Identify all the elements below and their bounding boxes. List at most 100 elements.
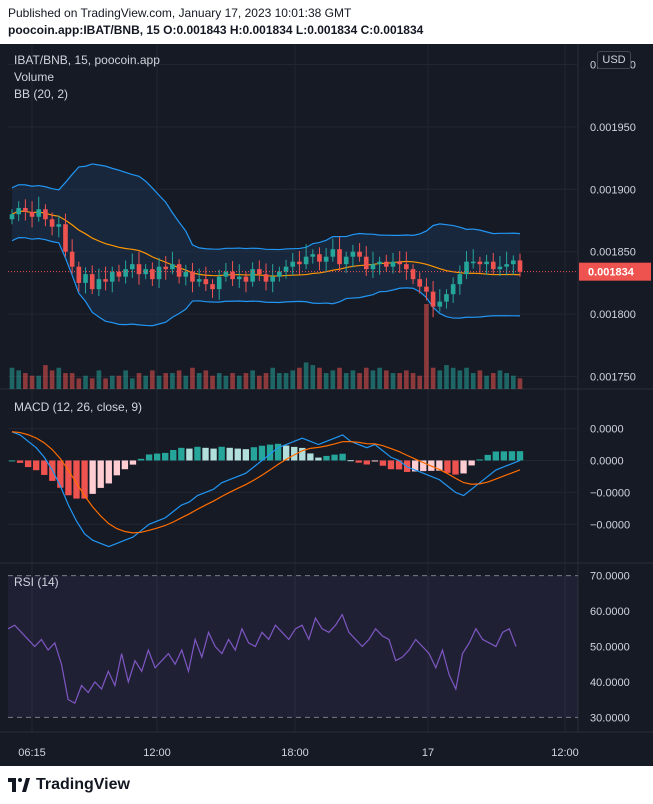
candle-body — [470, 261, 476, 264]
published-line: Published on TradingView.com, January 17… — [8, 6, 352, 20]
legend-symbol: IBAT/BNB, 15, poocoin.app — [14, 53, 160, 67]
volume-bar — [109, 375, 115, 389]
volume-bar — [9, 367, 15, 389]
macd-histogram-bar — [460, 460, 467, 474]
volume-bar — [76, 378, 82, 389]
volume-bar — [223, 375, 229, 389]
legend-rsi: RSI (14) — [14, 575, 59, 589]
candle-body — [89, 274, 95, 290]
candle-body — [210, 284, 215, 290]
candle-body — [484, 261, 489, 265]
volume-bar — [143, 375, 148, 389]
volume-bar — [23, 373, 28, 389]
macd-histogram-bar — [508, 451, 516, 461]
rsi-line — [7, 613, 517, 705]
macd-histogram-bar — [250, 447, 258, 461]
volume-bar — [517, 378, 523, 389]
volume-bar — [417, 375, 423, 389]
candle-body — [477, 261, 483, 265]
candle-body — [430, 291, 436, 307]
candle-body — [236, 276, 242, 280]
chart-svg[interactable]: 0.0020000.0019500.0019000.0018500.001800… — [0, 44, 653, 766]
macd-histogram-bar — [436, 460, 443, 471]
candle-body — [257, 269, 262, 275]
volume-bar — [323, 373, 329, 389]
volume-bar — [404, 370, 409, 389]
volume-bar — [290, 370, 296, 389]
candle-body — [457, 274, 463, 285]
volume-bar — [96, 370, 102, 389]
candle-body — [163, 266, 169, 270]
macd-histogram-bar — [331, 454, 338, 461]
candle-body — [497, 266, 503, 270]
legend-bb: BB (20, 2) — [14, 87, 69, 101]
volume-bar — [243, 373, 249, 389]
macd-histogram-bar — [315, 457, 322, 461]
tradingview-logo-icon — [8, 778, 30, 792]
published-header: Published on TradingView.com, January 17… — [0, 0, 653, 44]
macd-histogram-bar — [113, 460, 121, 476]
macd-histogram-bar — [57, 460, 64, 488]
candle-body — [9, 214, 15, 220]
chart-area[interactable]: 0.0020000.0019500.0019000.0018500.001800… — [0, 44, 653, 766]
currency-button[interactable]: USD — [597, 51, 631, 69]
volume-bar — [257, 375, 262, 389]
candle-body — [203, 279, 209, 285]
volume-bar — [43, 365, 48, 389]
candle-body — [277, 271, 282, 277]
candle-body — [330, 249, 336, 257]
macd-histogram-bar — [420, 460, 427, 472]
candle-body — [150, 269, 155, 280]
bollinger-band-fill — [12, 163, 520, 326]
ohlc-line: poocoin.app:IBAT/BNB, 15 O:0.001843 H:0.… — [8, 23, 423, 37]
candle-body — [310, 254, 316, 257]
candle-body — [390, 261, 396, 267]
candle-body — [83, 274, 88, 283]
macd-histogram-bar — [97, 460, 104, 488]
tradingview-logo[interactable]: TradingView — [8, 776, 130, 794]
candle-body — [437, 301, 443, 307]
symbol-line: poocoin.app:IBAT/BNB, 15 — [8, 23, 160, 37]
macd-histogram-bar — [73, 460, 80, 499]
macd-histogram-bar — [242, 449, 250, 461]
volume-bar — [230, 373, 235, 389]
candle-body — [397, 261, 402, 265]
volume-bar — [283, 373, 289, 389]
volume-bar — [397, 373, 402, 389]
volume-bar — [450, 367, 456, 389]
time-tick-label: 18:00 — [281, 747, 309, 759]
candle-body — [216, 276, 222, 290]
last-price-label: 0.001834 — [588, 267, 635, 279]
candle-body — [49, 219, 55, 227]
volume-bar — [170, 373, 175, 389]
macd-histogram-bar — [387, 460, 395, 470]
volume-bar — [203, 370, 209, 389]
candle-body — [370, 264, 376, 270]
footer: TradingView — [0, 766, 653, 804]
candle-body — [230, 271, 235, 280]
candle-body — [143, 269, 148, 275]
volume-bar — [343, 373, 349, 389]
volume-bar — [497, 370, 503, 389]
volume-bar — [330, 370, 336, 389]
volume-bar — [123, 370, 128, 389]
candle-body — [517, 260, 523, 272]
candle-body — [16, 208, 21, 215]
candle-body — [109, 271, 115, 282]
macd-histogram-bar — [395, 460, 403, 470]
candle-body — [116, 271, 122, 277]
volume-bars — [9, 304, 523, 389]
candle-body — [417, 279, 423, 287]
macd-panel — [8, 431, 524, 548]
macd-histogram-bar — [194, 446, 201, 461]
candle-body — [43, 209, 48, 220]
macd-histogram-bar — [379, 460, 387, 466]
macd-histogram-bar — [476, 459, 483, 461]
macd-histogram-bar — [484, 454, 491, 461]
candle-body — [176, 264, 182, 277]
macd-histogram-bar — [452, 460, 459, 475]
bb-lower-line — [11, 236, 521, 327]
macd-histogram-bar — [234, 448, 241, 461]
rsi-tick-label: 30.0000 — [590, 712, 630, 724]
volume-bar — [103, 378, 108, 389]
